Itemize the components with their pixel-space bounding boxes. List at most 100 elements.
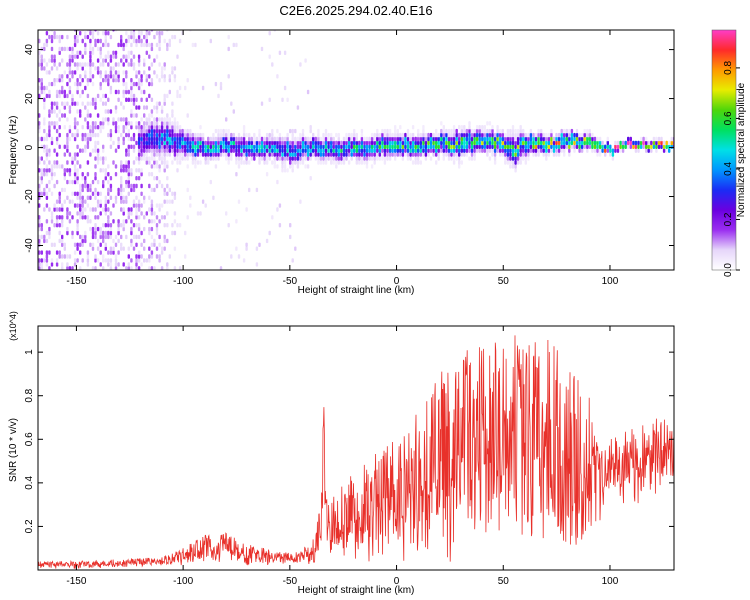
heatmap-cell bbox=[38, 226, 41, 232]
heatmap-cell bbox=[163, 164, 166, 169]
heatmap-cell bbox=[478, 140, 481, 146]
heatmap-cell bbox=[155, 144, 159, 149]
heatmap-cell bbox=[84, 34, 87, 40]
heatmap-cell bbox=[94, 172, 97, 177]
heatmap-cell bbox=[268, 136, 271, 142]
heatmap-cell bbox=[132, 144, 136, 149]
heatmap-cell bbox=[109, 266, 113, 270]
heatmap-cell bbox=[173, 156, 177, 161]
heatmap-cell bbox=[160, 132, 164, 138]
heatmap-cell bbox=[102, 125, 105, 130]
heatmap-cell bbox=[194, 164, 197, 169]
heatmap-cell bbox=[604, 148, 607, 153]
heatmap-cell bbox=[40, 54, 43, 59]
heatmap-cell bbox=[665, 144, 668, 149]
heatmap-cell bbox=[38, 54, 41, 59]
heatmap-cell bbox=[488, 144, 492, 149]
heatmap-cell bbox=[176, 121, 179, 126]
heatmap-cell bbox=[668, 144, 671, 149]
heatmap-cell bbox=[516, 160, 520, 165]
x-tick-label: 0 bbox=[394, 276, 400, 287]
heatmap-cell bbox=[173, 66, 177, 71]
heatmap-cell bbox=[347, 160, 351, 165]
heatmap-cell bbox=[283, 85, 287, 91]
heatmap-cell bbox=[355, 152, 358, 157]
heatmap-cell bbox=[107, 230, 110, 236]
heatmap-cell bbox=[45, 85, 49, 91]
heatmap-cell bbox=[496, 125, 499, 130]
heatmap-cell bbox=[132, 113, 136, 118]
heatmap-cell bbox=[130, 78, 133, 83]
heatmap-cell bbox=[84, 105, 87, 110]
heatmap-cell bbox=[160, 128, 164, 134]
heatmap-cell bbox=[79, 183, 82, 189]
heatmap-cell bbox=[79, 50, 82, 55]
heatmap-cell bbox=[496, 136, 499, 142]
heatmap-cell bbox=[148, 128, 151, 134]
heatmap-cell bbox=[122, 117, 125, 122]
heatmap-cell bbox=[404, 132, 407, 138]
heatmap-cell bbox=[314, 148, 317, 153]
heatmap-cell bbox=[58, 93, 61, 99]
heatmap-cell bbox=[532, 144, 535, 149]
heatmap-cell bbox=[68, 58, 72, 63]
heatmap-cell bbox=[376, 144, 379, 149]
heatmap-cell bbox=[137, 70, 141, 75]
heatmap-cell bbox=[242, 258, 246, 263]
heatmap-cell bbox=[373, 160, 376, 165]
heatmap-cell bbox=[468, 148, 471, 153]
heatmap-cell bbox=[127, 148, 130, 153]
heatmap-cell bbox=[135, 70, 138, 75]
heatmap-cell bbox=[104, 246, 107, 251]
heatmap-cell bbox=[294, 160, 297, 165]
heatmap-cell bbox=[168, 199, 171, 204]
heatmap-cell bbox=[40, 168, 43, 173]
heatmap-cell bbox=[514, 148, 517, 153]
heatmap-cell bbox=[265, 156, 269, 161]
heatmap-cell bbox=[555, 132, 558, 138]
heatmap-cell bbox=[230, 101, 233, 106]
heatmap-cell bbox=[81, 66, 84, 71]
heatmap-cell bbox=[50, 54, 54, 59]
heatmap-cell bbox=[207, 148, 210, 153]
heatmap-cell bbox=[427, 152, 430, 157]
heatmap-cell bbox=[534, 140, 538, 146]
heatmap-cell bbox=[160, 215, 164, 220]
heatmap-cell bbox=[514, 132, 517, 138]
heatmap-cell bbox=[447, 136, 451, 142]
heatmap-cell bbox=[84, 46, 87, 52]
heatmap-cell bbox=[260, 101, 264, 106]
heatmap-cell bbox=[166, 125, 169, 130]
heatmap-cell bbox=[107, 62, 110, 67]
heatmap-cell bbox=[50, 172, 54, 177]
heatmap-cell bbox=[580, 132, 584, 138]
heatmap-cell bbox=[417, 160, 420, 165]
heatmap-cell bbox=[104, 101, 107, 106]
heatmap-cell bbox=[125, 70, 128, 75]
heatmap-cell bbox=[76, 258, 79, 263]
heatmap-cell bbox=[509, 160, 512, 165]
heatmap-cell bbox=[173, 125, 177, 130]
heatmap-cell bbox=[207, 152, 210, 157]
heatmap-cell bbox=[66, 226, 69, 232]
heatmap-cell bbox=[55, 128, 59, 134]
heatmap-cell bbox=[509, 140, 512, 146]
heatmap-cell bbox=[312, 152, 315, 157]
heatmap-cell bbox=[493, 160, 497, 165]
heatmap-cell bbox=[73, 81, 77, 87]
heatmap-cell bbox=[120, 160, 123, 165]
heatmap-cell bbox=[255, 136, 259, 142]
heatmap-cell bbox=[465, 128, 469, 134]
heatmap-cell bbox=[61, 215, 64, 220]
heatmap-cell bbox=[265, 140, 269, 146]
heatmap-cell bbox=[560, 128, 563, 134]
colorbar-gradient bbox=[712, 30, 736, 270]
heatmap-cell bbox=[347, 148, 351, 153]
heatmap-cell bbox=[435, 144, 438, 149]
heatmap-cell bbox=[91, 125, 95, 130]
heatmap-cell bbox=[524, 156, 527, 161]
heatmap-cell bbox=[509, 128, 512, 134]
heatmap-cell bbox=[63, 168, 66, 173]
heatmap-cell bbox=[509, 152, 512, 157]
heatmap-cell bbox=[140, 31, 143, 36]
